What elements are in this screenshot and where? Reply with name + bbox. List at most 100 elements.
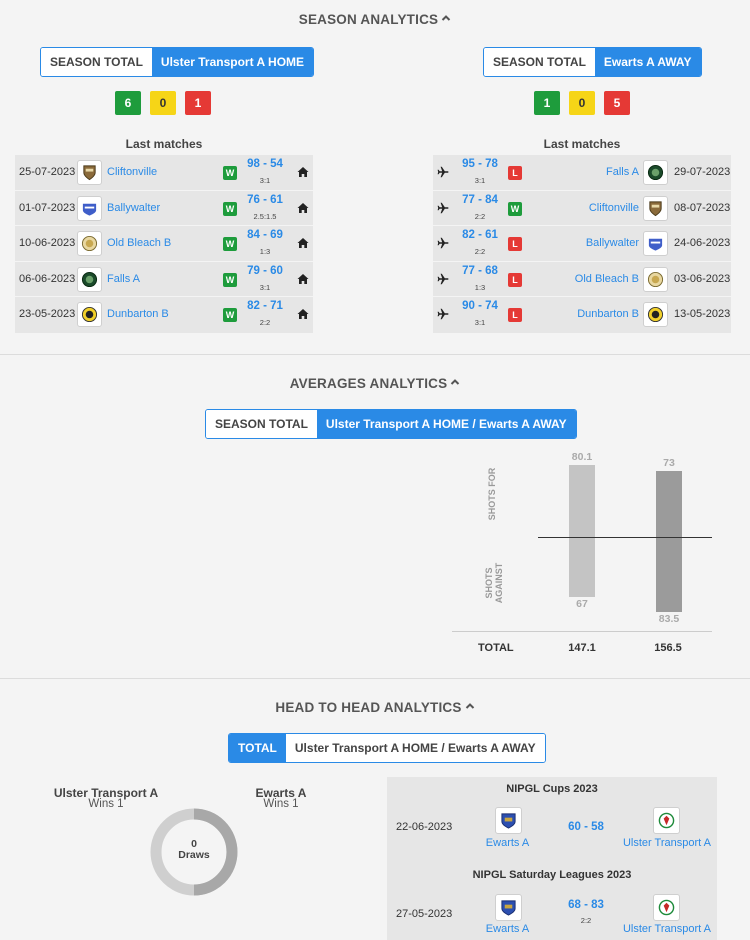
away-avg-bar <box>656 471 682 613</box>
season-analytics-title[interactable]: SEASON ANALYTICS <box>0 12 750 27</box>
match-sub-score: 3:1 <box>259 282 271 292</box>
h2h-games-panel: NIPGL Cups 2023 22-06-2023 Ewarts A 60 -… <box>387 777 717 940</box>
opponent-name[interactable]: Cliftonville <box>107 166 158 178</box>
opponent-name[interactable]: Falls A <box>605 166 639 178</box>
result-badge: W <box>223 237 237 252</box>
match-sub-score: 3:1 <box>474 176 486 185</box>
h2h-home-wins: Wins 1 <box>88 798 124 810</box>
match-score[interactable]: 84 - 69 <box>247 229 283 242</box>
match-row[interactable]: 01-07-2023 Ballywalter W 76 - 61 2.5:1.5 <box>15 191 313 227</box>
home-shots-against-value: 67 <box>576 598 588 611</box>
averages-analytics-title[interactable]: AVERAGES ANALYTICS <box>0 376 750 391</box>
match-row[interactable]: 77 - 68 1:3 L Old Bleach B 03-06-2023 <box>433 262 731 298</box>
match-row[interactable]: 25-07-2023 Cliftonville W 98 - 54 3:1 <box>15 155 313 191</box>
tab-total[interactable]: TOTAL <box>229 734 286 762</box>
home-icon <box>297 273 309 285</box>
h2h-away-name: Ewarts A <box>255 786 307 800</box>
home-shots-for-value: 80.1 <box>571 450 593 463</box>
wins-badge: 6 <box>115 91 141 115</box>
opponent-name[interactable]: Dunbarton B <box>107 308 169 321</box>
opponent-name[interactable]: Falls A <box>107 272 141 285</box>
result-badge: L <box>508 308 522 323</box>
match-score[interactable]: 77 - 84 <box>462 193 498 206</box>
match-date: 08-07-2023 <box>674 201 731 214</box>
match-row[interactable]: 82 - 61 2:2 L Ballywalter 24-06-2023 <box>433 226 731 262</box>
match-row[interactable]: 10-06-2023 Old Bleach B W 84 - 69 1:3 <box>15 226 313 262</box>
result-badge: L <box>508 166 522 180</box>
green-round-crest-icon <box>77 266 102 292</box>
match-date: 06-06-2023 <box>19 272 76 285</box>
draws-value: 0 <box>191 838 197 850</box>
game-sub-score: 2:2 <box>580 916 592 925</box>
match-score[interactable]: 77 - 68 <box>462 264 498 277</box>
opponent-name[interactable]: Old Bleach B <box>574 272 639 285</box>
ulster-crest-icon <box>653 894 680 921</box>
opponent-name[interactable]: Ballywalter <box>107 201 161 214</box>
tab-season-total[interactable]: SEASON TOTAL <box>484 48 595 76</box>
section-divider <box>0 678 750 679</box>
match-date: 13-05-2023 <box>674 308 731 321</box>
game-score[interactable]: 60 - 58 <box>568 821 604 833</box>
result-badge: W <box>223 272 237 287</box>
ewarts-crest-icon <box>495 894 522 921</box>
match-sub-score: 2:2 <box>474 247 486 257</box>
game-home-team[interactable]: Ewarts A <box>485 923 530 935</box>
gold-round-crest-icon <box>643 266 668 292</box>
game-away-team[interactable]: Ulster Transport A <box>622 837 712 849</box>
opponent-name[interactable]: Cliftonville <box>588 201 639 214</box>
averages-tabs: SEASON TOTAL Ulster Transport A HOME / E… <box>205 409 577 439</box>
opponent-name[interactable]: Old Bleach B <box>107 237 172 250</box>
shield-crest-icon <box>77 160 102 185</box>
plane-icon <box>437 166 449 178</box>
baseline <box>538 537 712 538</box>
match-row[interactable]: 23-05-2023 Dunbarton B W 82 - 71 2:2 <box>15 297 313 333</box>
match-sub-score: 3:1 <box>474 318 486 328</box>
season-analytics-label: SEASON ANALYTICS <box>298 12 439 27</box>
match-date: 24-06-2023 <box>674 237 731 250</box>
match-date: 29-07-2023 <box>674 166 731 178</box>
match-sub-score: 1:3 <box>259 247 271 257</box>
match-row[interactable]: 06-06-2023 Falls A W 79 - 60 3:1 <box>15 262 313 298</box>
tab-home-team[interactable]: Ulster Transport A HOME <box>151 48 314 76</box>
match-sub-score: 2.5:1.5 <box>253 211 277 221</box>
gold-round-crest-icon <box>77 231 102 257</box>
section-divider <box>0 354 750 355</box>
match-sub-score: 2:2 <box>259 318 271 328</box>
wins-badge: 1 <box>534 91 560 115</box>
tab-away-team[interactable]: Ewarts A AWAY <box>594 48 701 76</box>
opponent-name[interactable]: Dunbarton B <box>577 308 639 321</box>
match-row[interactable]: 95 - 78 3:1 L Falls A 29-07-2023 <box>433 155 731 191</box>
shots-against-label: SHOTS AGAINST <box>484 562 504 604</box>
away-total: 156.5 <box>654 642 682 654</box>
game-score[interactable]: 68 - 83 <box>568 899 604 911</box>
last-matches-title: Last matches <box>543 137 621 151</box>
tab-season-total[interactable]: SEASON TOTAL <box>41 48 152 76</box>
tab-season-total[interactable]: SEASON TOTAL <box>206 410 317 438</box>
shots-for-label: SHOTS FOR <box>487 467 497 521</box>
h2h-analytics-label: HEAD TO HEAD ANALYTICS <box>275 700 462 715</box>
tab-home-away[interactable]: Ulster Transport A HOME / Ewarts A AWAY <box>285 734 545 762</box>
opponent-name[interactable]: Ballywalter <box>585 237 639 250</box>
home-icon <box>297 308 309 320</box>
h2h-home-name: Ulster Transport A <box>53 786 159 800</box>
match-score[interactable]: 82 - 61 <box>462 229 498 242</box>
match-score[interactable]: 79 - 60 <box>247 264 283 277</box>
ewarts-crest-icon <box>495 807 522 834</box>
chevron-up-icon <box>465 701 475 714</box>
match-score[interactable]: 76 - 61 <box>247 193 283 206</box>
match-score[interactable]: 95 - 78 <box>462 158 498 170</box>
total-label: TOTAL <box>478 642 514 654</box>
yellow-crest-icon <box>643 302 668 328</box>
tab-home-away[interactable]: Ulster Transport A HOME / Ewarts A AWAY <box>316 410 576 438</box>
blue-crest-icon <box>77 195 102 221</box>
match-row[interactable]: 77 - 84 2:2 W Cliftonville 08-07-2023 <box>433 191 731 227</box>
match-score[interactable]: 90 - 74 <box>462 300 498 313</box>
match-score[interactable]: 98 - 54 <box>247 158 283 170</box>
match-score[interactable]: 82 - 71 <box>247 300 283 313</box>
h2h-analytics-title[interactable]: HEAD TO HEAD ANALYTICS <box>0 700 750 715</box>
game-home-team[interactable]: Ewarts A <box>485 837 530 849</box>
home-avg-bar <box>569 464 595 598</box>
game-away-team[interactable]: Ulster Transport A <box>622 923 712 935</box>
home-icon <box>297 166 309 178</box>
match-row[interactable]: 90 - 74 3:1 L Dunbarton B 13-05-2023 <box>433 297 731 333</box>
